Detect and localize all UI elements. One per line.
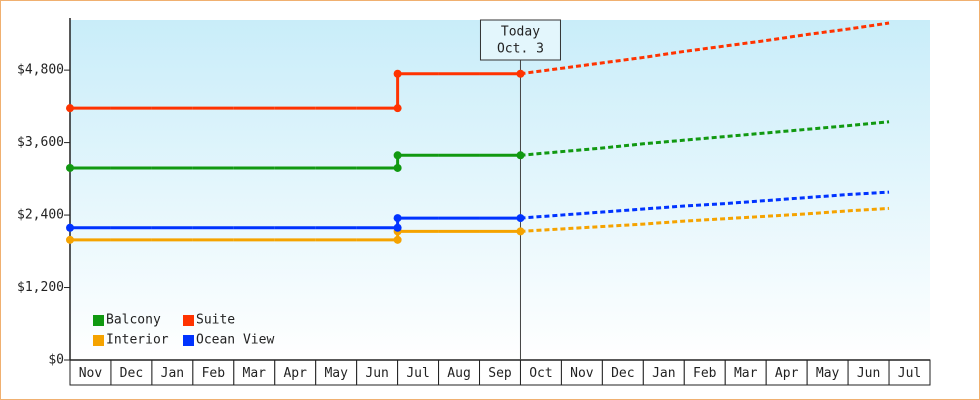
point [66, 163, 74, 172]
legend-label: Suite [196, 313, 235, 328]
x-tick-label: Jun [365, 366, 388, 381]
x-tick-box [519, 359, 562, 386]
y-tick-label: $3,600 [17, 135, 64, 150]
y-tick-label: $2,400 [17, 208, 64, 223]
point [393, 163, 402, 172]
point [516, 227, 525, 236]
y-tick-label: $1,200 [17, 280, 64, 295]
y-tick-label: $4,800 [17, 63, 64, 78]
x-tick-label: May [324, 366, 348, 381]
legend-swatch [183, 315, 194, 326]
x-tick-label: Dec [611, 366, 634, 381]
x-tick-box [765, 359, 808, 386]
x-tick-label: Jan [161, 366, 184, 381]
x-tick-label: Jul [898, 366, 921, 381]
x-tick-label: Jul [406, 366, 429, 381]
x-tick-label: Mar [734, 366, 758, 381]
x-tick-box [69, 359, 112, 386]
x-tick-box [642, 359, 685, 386]
x-tick-box [233, 359, 276, 386]
x-tick-label: Dec [120, 366, 143, 381]
x-tick-label: Nov [79, 366, 103, 381]
today-box [479, 19, 561, 61]
point [516, 69, 525, 78]
legend-swatch [93, 315, 104, 326]
x-tick-label: Apr [283, 366, 307, 381]
x-tick-label: Jan [652, 366, 675, 381]
x-tick-box [315, 359, 358, 386]
today-label: Today [501, 25, 540, 40]
x-tick-box [683, 359, 726, 386]
x-tick-label: Jun [857, 366, 880, 381]
legend-label: Balcony [106, 313, 161, 328]
point [393, 151, 402, 160]
point [66, 235, 74, 244]
plot-area [70, 20, 930, 360]
point [516, 151, 525, 160]
x-tick-box [192, 359, 235, 386]
x-tick-label: Mar [243, 366, 267, 381]
x-tick-label: May [816, 366, 840, 381]
x-tick-label: Apr [775, 366, 799, 381]
legend-swatch [93, 335, 104, 346]
point [66, 104, 74, 113]
point [393, 223, 402, 232]
x-tick-box [274, 359, 317, 386]
x-tick-box [806, 359, 849, 386]
x-tick-label: Sep [488, 366, 512, 381]
x-tick-box [479, 359, 521, 386]
forecast-line [520, 21, 890, 76]
point [393, 214, 402, 223]
forecast-line [520, 120, 890, 157]
y-tick-label: $0 [48, 353, 64, 368]
point [516, 214, 525, 223]
x-tick-box [397, 359, 440, 386]
x-tick-label: Nov [570, 366, 594, 381]
point [393, 235, 402, 244]
x-tick-box [356, 359, 399, 386]
point [393, 69, 402, 78]
forecast-line [520, 206, 890, 233]
x-tick-label: Oct [529, 366, 552, 381]
legend-label: Interior [106, 333, 169, 348]
legend-swatch [183, 335, 194, 346]
point [66, 223, 74, 232]
forecast-line [520, 190, 890, 220]
x-tick-label: Aug [447, 366, 470, 381]
legend-label: Ocean View [196, 333, 274, 348]
point [393, 104, 402, 113]
x-tick-label: Feb [693, 366, 717, 381]
x-tick-label: Feb [202, 366, 226, 381]
today-label: Oct. 3 [497, 42, 544, 57]
